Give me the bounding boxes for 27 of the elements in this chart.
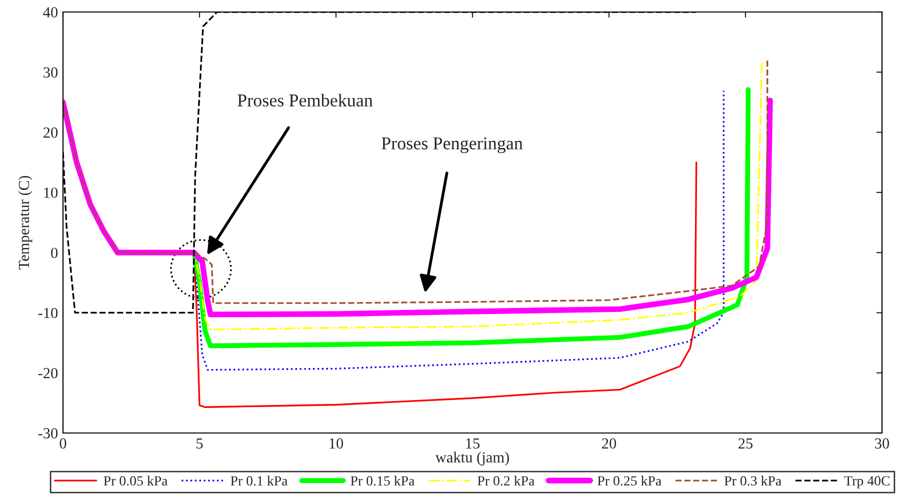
line-series xyxy=(63,58,768,304)
legend-label: Pr 0.1 kPa xyxy=(230,476,288,486)
legend-label: Pr 0.3 kPa xyxy=(724,476,782,486)
x-tick-label: 10 xyxy=(330,438,344,449)
legend-label: Pr 0.15 kPa xyxy=(350,476,414,486)
y-tick-label: 40 xyxy=(43,7,58,18)
legend-label: Trp 40C xyxy=(844,476,890,488)
y-tick-label: 0 xyxy=(51,248,58,258)
y-tick-label: -30 xyxy=(38,428,58,438)
y-tick-label: 30 xyxy=(44,67,58,78)
x-tick-label: 5 xyxy=(196,438,203,449)
legend-label: Pr 0.25 kPa xyxy=(598,476,662,486)
y-tick-label: 20 xyxy=(44,127,58,138)
x-tick-label: 25 xyxy=(738,438,753,449)
annotation: Proses Pengeringan xyxy=(382,137,523,154)
y-tick-label: 10 xyxy=(44,188,58,198)
x-tick-label: 0 xyxy=(60,438,66,449)
legend-label: Pr 0.2 kPa xyxy=(478,476,534,486)
y-axis-title: Temperatur (C) xyxy=(18,176,32,270)
y-tick-label: -20 xyxy=(38,368,58,378)
y-tick-label: -10 xyxy=(38,308,58,318)
x-tick-label: 15 xyxy=(466,438,480,449)
legend-label: Pr 0.05 kPa xyxy=(104,476,168,486)
annotation: Proses Pembekuan xyxy=(238,94,373,107)
x-axis-title: waktu (jam) xyxy=(435,452,509,466)
x-tick-label: 20 xyxy=(602,438,616,449)
x-tick-label: 30 xyxy=(875,438,890,449)
